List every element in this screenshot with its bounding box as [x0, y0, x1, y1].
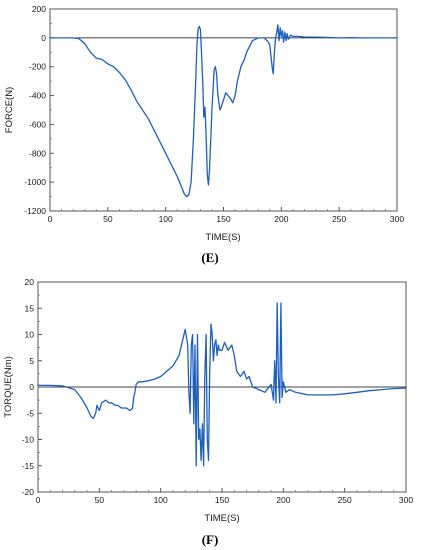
x-tick-label: 200	[276, 495, 290, 505]
y-tick-label: -600	[29, 119, 46, 129]
x-tick-label: 250	[338, 495, 352, 505]
chart-e-plot-area	[49, 8, 398, 212]
y-tick-label: 15	[25, 303, 35, 313]
y-tick-label: 20	[25, 277, 35, 287]
x-tick-label: 150	[216, 214, 230, 224]
chart-f-x-ticks: 0 50 100 150 200 250 300	[36, 488, 413, 505]
chart-f-series	[38, 302, 407, 467]
y-tick-label: -10	[22, 435, 35, 445]
y-tick-label: -200	[29, 62, 46, 72]
series-line-0	[38, 302, 407, 467]
y-tick-label: 10	[25, 330, 35, 340]
y-tick-label: 5	[29, 356, 34, 366]
x-tick-label: 100	[154, 495, 168, 505]
chart-f-y-ticks: 20 15 10 5 0 -5 -10 -15 -20	[22, 277, 42, 497]
chart-e: 0 50 100 150 200 250 300 200 0 -200 -400 -600 -800 -…	[4, 4, 404, 265]
y-tick-label: -20	[22, 487, 35, 497]
chart-f-y-axis-label: TORQUE(Nm)	[3, 356, 14, 418]
x-tick-label: 0	[48, 214, 53, 224]
x-tick-label: 300	[399, 495, 413, 505]
chart-e-series	[50, 24, 397, 198]
y-tick-label: 0	[41, 33, 46, 43]
x-tick-label: 150	[215, 495, 229, 505]
y-tick-label: -1200	[24, 206, 46, 216]
series-line-0	[50, 24, 397, 198]
y-tick-label: -800	[29, 148, 46, 158]
chart-f-x-axis-label: TIME(S)	[204, 513, 239, 524]
x-tick-label: 100	[159, 214, 173, 224]
x-tick-label: 300	[390, 214, 404, 224]
y-tick-label: -5	[26, 408, 34, 418]
x-tick-label: 0	[36, 495, 41, 505]
x-tick-label: 250	[332, 214, 346, 224]
chart-e-y-ticks: 200 0 -200 -400 -600 -800 -1000 -1200	[24, 4, 54, 216]
chart-e-x-axis-label: TIME(S)	[205, 232, 240, 243]
chart-e-x-ticks: 0 50 100 150 200 250 300	[48, 207, 404, 224]
y-tick-label: -15	[22, 461, 35, 471]
chart-f-caption: (F)	[202, 532, 219, 547]
x-tick-label: 200	[274, 214, 288, 224]
chart-e-caption: (E)	[201, 250, 218, 265]
y-tick-label: 0	[29, 382, 34, 392]
y-tick-label: -1000	[24, 177, 46, 187]
y-tick-label: 200	[32, 4, 46, 14]
x-tick-label: 50	[103, 214, 113, 224]
x-tick-label: 50	[95, 495, 105, 505]
chart-e-y-axis-label: FORCE(N)	[4, 87, 15, 133]
y-tick-label: -400	[29, 91, 46, 101]
